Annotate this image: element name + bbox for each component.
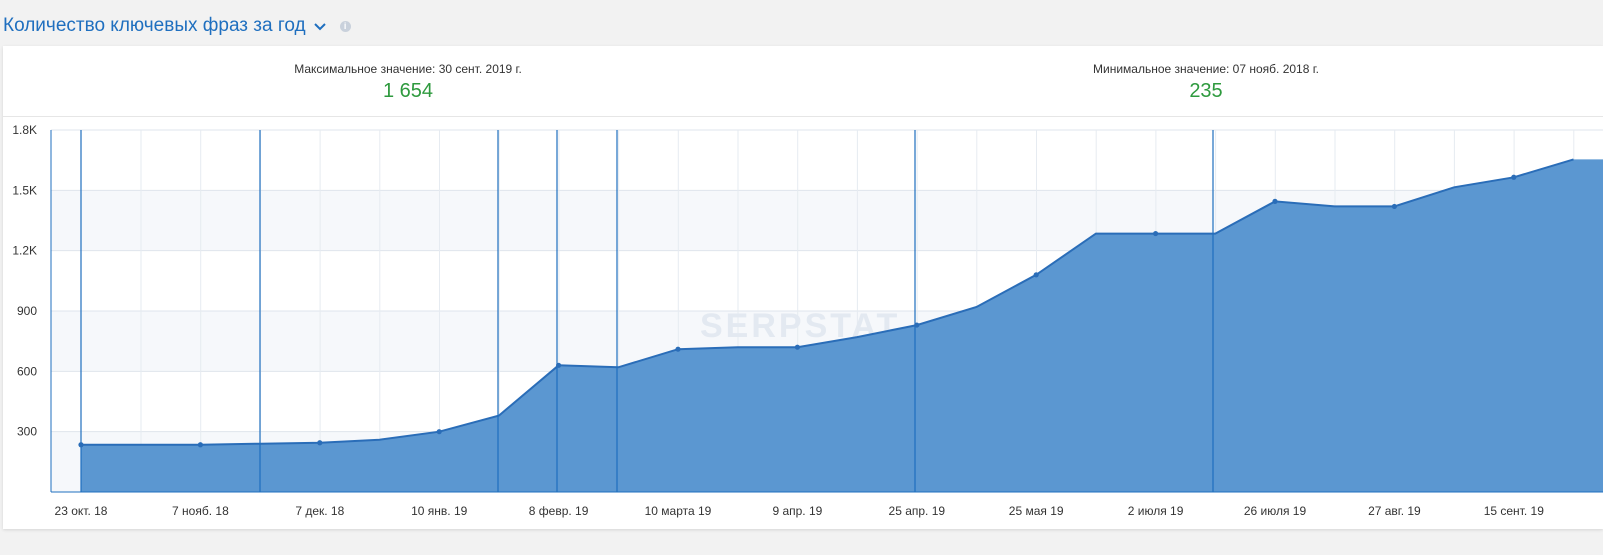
x-tick-label: 23 окт. 18 (55, 504, 108, 518)
min-label: Минимальное значение: 07 нояб. 2018 г. (1093, 62, 1319, 76)
x-tick-label: 27 авг. 19 (1368, 504, 1421, 518)
x-tick-label: 7 нояб. 18 (172, 504, 229, 518)
max-stat: Максимальное значение: 30 сент. 2019 г. … (208, 62, 608, 103)
data-point (556, 362, 562, 368)
y-tick-label: 1.2K (12, 244, 37, 258)
y-tick-label: 900 (17, 304, 37, 318)
x-tick-label: 8 февр. 19 (529, 504, 589, 518)
header: Количество ключевых фраз за год i (3, 12, 351, 40)
x-tick-label: 7 дек. 18 (295, 504, 344, 518)
chart-title: Количество ключевых фраз за год (3, 15, 306, 36)
data-point (1272, 198, 1278, 204)
x-tick-label: 10 марта 19 (645, 504, 712, 518)
data-point (914, 322, 920, 328)
info-icon[interactable]: i (339, 20, 351, 32)
x-tick-label: 26 июля 19 (1244, 504, 1307, 518)
min-value: 235 (1189, 80, 1223, 102)
data-point (317, 440, 323, 446)
data-point (1033, 272, 1039, 278)
x-tick-label: 9 апр. 19 (772, 504, 822, 518)
data-point (197, 442, 203, 448)
area-fill (81, 159, 1603, 492)
x-tick-label: 25 мая 19 (1009, 504, 1064, 518)
y-tick-label: 1.8K (12, 123, 37, 137)
chevron-down-icon[interactable] (313, 18, 326, 36)
max-value: 1 654 (382, 80, 434, 102)
data-point (794, 344, 801, 350)
series-line (81, 158, 1574, 446)
y-tick-label: 300 (17, 425, 37, 439)
data-point (1153, 230, 1159, 237)
y-tick-label: 1.5K (12, 183, 37, 197)
data-point (436, 429, 442, 435)
data-point (1511, 174, 1517, 180)
min-stat: Минимальное значение: 07 нояб. 2018 г. 2… (1006, 62, 1406, 103)
max-label: Максимальное значение: 30 сент. 2019 г. (294, 62, 522, 76)
x-tick-label: 2 июля 19 (1128, 504, 1184, 518)
divider (3, 116, 1603, 117)
x-tick-label: 25 апр. 19 (889, 504, 946, 518)
x-tick-label: 10 янв. 19 (411, 504, 468, 518)
data-point (1391, 203, 1397, 210)
y-tick-label: 600 (17, 364, 37, 378)
plot-band (51, 130, 1603, 191)
x-tick-label: 15 сент. 19 (1484, 504, 1544, 518)
data-point (78, 442, 84, 448)
data-point (675, 346, 681, 352)
